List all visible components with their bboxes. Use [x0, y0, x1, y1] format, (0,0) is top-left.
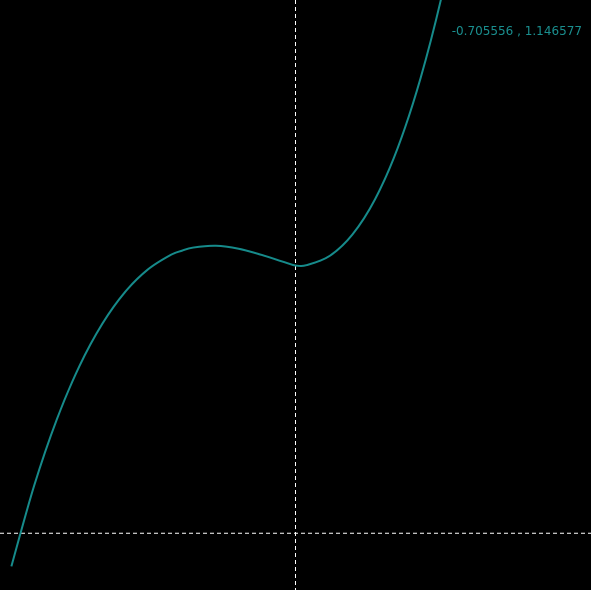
coordinate-readout: -0.705556 , 1.146577	[451, 24, 582, 38]
function-curve	[10, 0, 442, 567]
